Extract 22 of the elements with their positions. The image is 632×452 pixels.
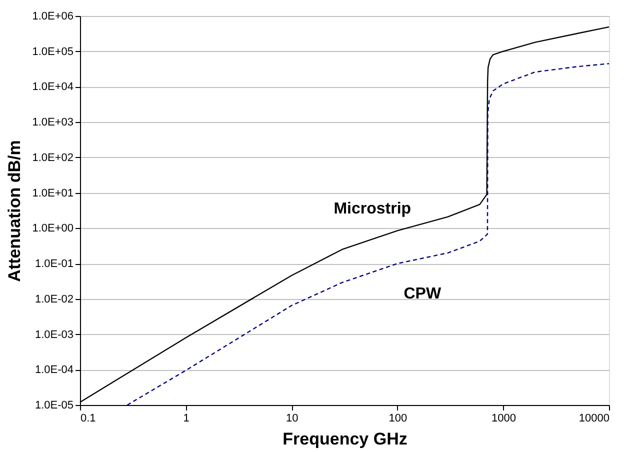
- y-tick-label: 1.0E+03: [32, 116, 74, 129]
- y-tick-label: 1.0E+00: [32, 222, 74, 235]
- x-tick-label: 10: [286, 412, 298, 424]
- x-tick-label: 1: [183, 412, 190, 424]
- y-tick-label: 1.0E+02: [32, 152, 74, 164]
- y-tick-label: 1.0E+04: [32, 81, 74, 94]
- y-tick-label: 1.0E-05: [34, 400, 74, 412]
- y-tick-label: 1.0E-02: [34, 293, 74, 306]
- series-label: CPW: [404, 286, 442, 303]
- y-tick-label: 1.0E+01: [32, 187, 74, 200]
- x-tick-label: 100: [388, 412, 408, 424]
- x-tick-label: 10000: [578, 412, 610, 424]
- x-tick-label: 0.1: [80, 412, 96, 424]
- y-axis-title: Attenuation dB/m: [5, 140, 24, 282]
- x-tick-label: 1000: [491, 412, 516, 424]
- y-tick-label: 1.0E-03: [34, 328, 74, 341]
- x-axis-title: Frequency GHz: [282, 430, 408, 448]
- y-tick-label: 1.0E+06: [32, 10, 74, 22]
- y-tick-label: 1.0E+05: [32, 46, 74, 58]
- y-tick-label: 1.0E-01: [34, 258, 74, 270]
- y-tick-label: 1.0E-04: [34, 364, 74, 376]
- series-label: Microstrip: [334, 200, 412, 218]
